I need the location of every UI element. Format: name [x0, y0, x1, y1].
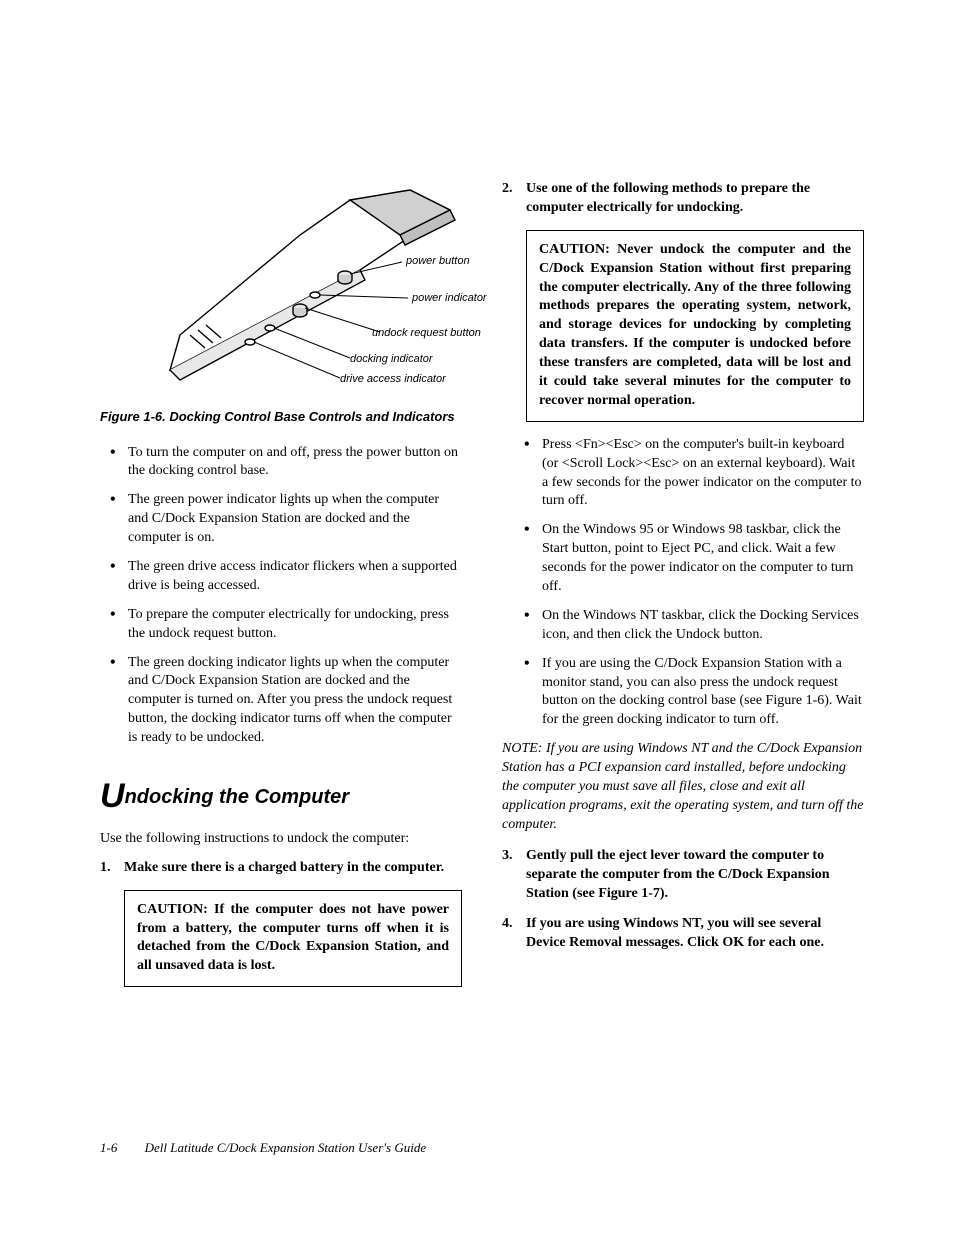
bullet-item: To prepare the computer electrically for… [100, 606, 462, 644]
content-columns: power button power indicator undock requ… [100, 180, 864, 1001]
steps-left: 1. Make sure there is a charged battery … [100, 859, 462, 878]
callout-power-button: power button [405, 255, 470, 267]
caution-box-undock: CAUTION: Never undock the computer and t… [526, 230, 864, 422]
left-column: power button power indicator undock requ… [100, 180, 462, 1001]
step-3: 3. Gently pull the eject lever toward th… [502, 847, 864, 904]
step-text: Gently pull the eject lever toward the c… [526, 848, 830, 901]
step-number: 2. [502, 180, 513, 199]
callout-drive-access: drive access indicator [340, 373, 447, 385]
method-item: If you are using the C/Dock Expansion St… [502, 655, 864, 731]
bullet-item: The green drive access indicator flicker… [100, 558, 462, 596]
steps-right: 2. Use one of the following methods to p… [502, 180, 864, 218]
bullet-item: To turn the computer on and off, press t… [100, 444, 462, 482]
controls-bullet-list: To turn the computer on and off, press t… [100, 444, 462, 748]
steps-right-cont: 3. Gently pull the eject lever toward th… [502, 847, 864, 953]
step-number: 3. [502, 847, 513, 866]
figure-caption: Figure 1-6. Docking Control Base Control… [100, 408, 462, 426]
footer-title: Dell Latitude C/Dock Expansion Station U… [145, 1140, 427, 1155]
step-number: 1. [100, 859, 111, 878]
figure-1-6: power button power indicator undock requ… [100, 180, 462, 426]
caution-box-battery: CAUTION: If the computer does not have p… [124, 890, 462, 988]
method-item: Press <Fn><Esc> on the computer's built-… [502, 436, 864, 512]
step-4: 4. If you are using Windows NT, you will… [502, 915, 864, 953]
step-2: 2. Use one of the following methods to p… [502, 180, 864, 218]
step-1: 1. Make sure there is a charged battery … [100, 859, 462, 878]
bullet-item: The green power indicator lights up when… [100, 491, 462, 548]
docking-base-illustration: power button power indicator undock requ… [150, 180, 490, 400]
undock-methods-list: Press <Fn><Esc> on the computer's built-… [502, 436, 864, 730]
note-windows-nt: NOTE: If you are using Windows NT and th… [502, 740, 864, 834]
heading-rest: ndocking the Computer [125, 786, 349, 808]
method-item: On the Windows 95 or Windows 98 taskbar,… [502, 521, 864, 597]
heading-dropcap: U [100, 777, 125, 815]
step-number: 4. [502, 915, 513, 934]
page-footer: 1-6 Dell Latitude C/Dock Expansion Stati… [100, 1139, 426, 1157]
callout-docking-indicator: docking indicator [350, 353, 434, 365]
lead-paragraph: Use the following instructions to undock… [100, 830, 462, 849]
bullet-item: The green docking indicator lights up wh… [100, 654, 462, 748]
right-column: 2. Use one of the following methods to p… [502, 180, 864, 1001]
page-number: 1-6 [100, 1140, 117, 1155]
callout-undock-request: undock request button [372, 327, 481, 339]
method-item: On the Windows NT taskbar, click the Doc… [502, 607, 864, 645]
callout-power-indicator: power indicator [411, 292, 488, 304]
step-text: Make sure there is a charged battery in … [124, 860, 444, 875]
step-text: Use one of the following methods to prep… [526, 181, 810, 215]
section-heading-undocking: Undocking the Computer [100, 774, 462, 820]
step-text: If you are using Windows NT, you will se… [526, 916, 824, 950]
